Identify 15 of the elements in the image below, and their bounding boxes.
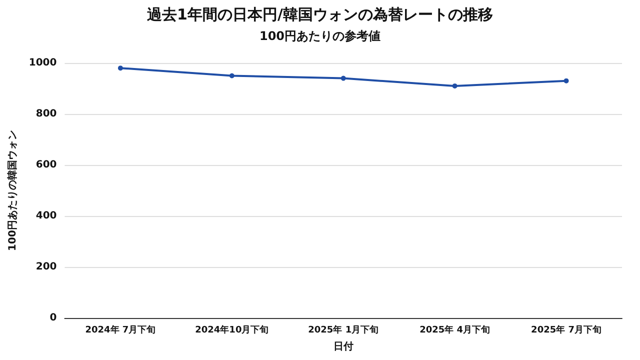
x-tick-label: 2025年 4月下旬 xyxy=(420,324,490,336)
x-tick-label: 2025年 1月下旬 xyxy=(308,324,379,336)
y-tick-label: 200 xyxy=(36,262,57,272)
x-axis-title: 日付 xyxy=(333,340,354,352)
x-tick-label: 2025年 7月下旬 xyxy=(531,324,602,336)
y-tick-label: 600 xyxy=(36,160,57,170)
chart-subtitle: 100円あたりの参考値 xyxy=(259,29,381,43)
x-tick-label: 2024年 7月下旬 xyxy=(85,324,156,336)
y-tick-label: 800 xyxy=(36,108,57,120)
y-tick-label: 0 xyxy=(50,312,57,324)
y-axis-title: 100円あたりの韓国ウォン xyxy=(6,130,18,251)
y-tick-label: 400 xyxy=(36,210,57,222)
x-tick-label: 2024年10月下旬 xyxy=(195,324,269,336)
y-tick-label: 1000 xyxy=(28,58,57,68)
chart-title: 過去1年間の日本円/韓国ウォンの為替レートの推移 xyxy=(146,6,493,24)
